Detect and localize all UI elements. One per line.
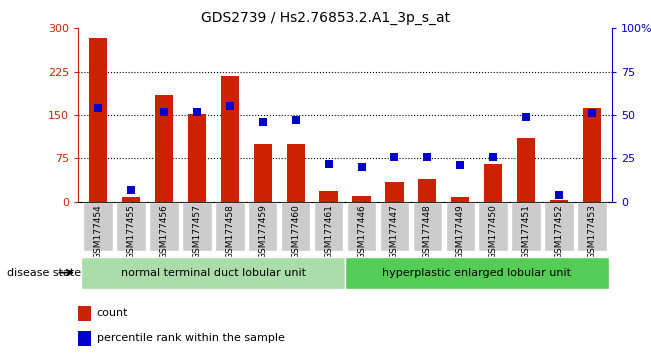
FancyBboxPatch shape (380, 202, 409, 251)
Bar (221, 76, 239, 202)
Bar (451, 197, 469, 202)
Text: GSM177457: GSM177457 (192, 204, 201, 259)
Point (554, 192, 564, 198)
Text: GSM177459: GSM177459 (258, 204, 267, 259)
FancyBboxPatch shape (577, 202, 607, 251)
Bar (583, 108, 602, 202)
Point (587, 110, 598, 116)
Bar (122, 197, 140, 202)
FancyBboxPatch shape (512, 202, 541, 251)
Point (356, 164, 367, 170)
Text: GSM177446: GSM177446 (357, 204, 366, 259)
Text: GSM177458: GSM177458 (225, 204, 234, 259)
Bar (352, 196, 370, 202)
Bar (187, 114, 206, 202)
FancyBboxPatch shape (445, 202, 475, 251)
Point (324, 161, 334, 166)
Point (191, 109, 202, 114)
Bar (78, 306, 91, 321)
Point (521, 114, 531, 120)
Bar (155, 95, 173, 202)
Point (422, 154, 433, 160)
Bar (89, 38, 107, 202)
Text: GSM177449: GSM177449 (456, 204, 465, 259)
Text: GSM177452: GSM177452 (555, 204, 564, 259)
Point (257, 119, 268, 125)
Text: disease state: disease state (7, 268, 81, 278)
FancyBboxPatch shape (544, 202, 574, 251)
FancyBboxPatch shape (478, 202, 508, 251)
Point (488, 154, 499, 160)
Text: GSM177454: GSM177454 (93, 204, 102, 259)
Text: normal terminal duct lobular unit: normal terminal duct lobular unit (120, 268, 306, 278)
Point (92, 105, 103, 111)
Text: GSM177461: GSM177461 (324, 204, 333, 259)
Text: GSM177460: GSM177460 (291, 204, 300, 259)
Point (389, 154, 400, 160)
FancyBboxPatch shape (182, 202, 212, 251)
Bar (419, 179, 436, 202)
Bar (385, 182, 404, 202)
Text: GSM177448: GSM177448 (423, 204, 432, 259)
Text: GSM177455: GSM177455 (126, 204, 135, 259)
Text: GSM177447: GSM177447 (390, 204, 399, 259)
Text: GSM177451: GSM177451 (521, 204, 531, 259)
Text: GSM177450: GSM177450 (489, 204, 498, 259)
FancyBboxPatch shape (248, 202, 277, 251)
FancyBboxPatch shape (413, 202, 442, 251)
FancyBboxPatch shape (347, 202, 376, 251)
Point (290, 118, 301, 123)
Text: GSM177453: GSM177453 (588, 204, 597, 259)
FancyBboxPatch shape (116, 202, 146, 251)
FancyBboxPatch shape (81, 257, 345, 289)
Bar (254, 144, 271, 202)
FancyBboxPatch shape (314, 202, 343, 251)
Bar (320, 192, 338, 202)
Point (225, 103, 235, 109)
Bar (286, 144, 305, 202)
FancyBboxPatch shape (83, 202, 113, 251)
Point (159, 109, 169, 114)
Text: count: count (97, 308, 128, 318)
FancyBboxPatch shape (215, 202, 245, 251)
Text: percentile rank within the sample: percentile rank within the sample (97, 333, 284, 343)
Text: GSM177456: GSM177456 (159, 204, 169, 259)
FancyBboxPatch shape (345, 257, 609, 289)
Bar (78, 331, 91, 346)
Point (126, 187, 136, 193)
FancyBboxPatch shape (281, 202, 311, 251)
Bar (517, 138, 535, 202)
Text: GDS2739 / Hs2.76853.2.A1_3p_s_at: GDS2739 / Hs2.76853.2.A1_3p_s_at (201, 11, 450, 25)
Text: hyperplastic enlarged lobular unit: hyperplastic enlarged lobular unit (382, 268, 572, 278)
Bar (550, 200, 568, 202)
Point (455, 162, 465, 168)
Bar (484, 164, 503, 202)
FancyBboxPatch shape (149, 202, 178, 251)
